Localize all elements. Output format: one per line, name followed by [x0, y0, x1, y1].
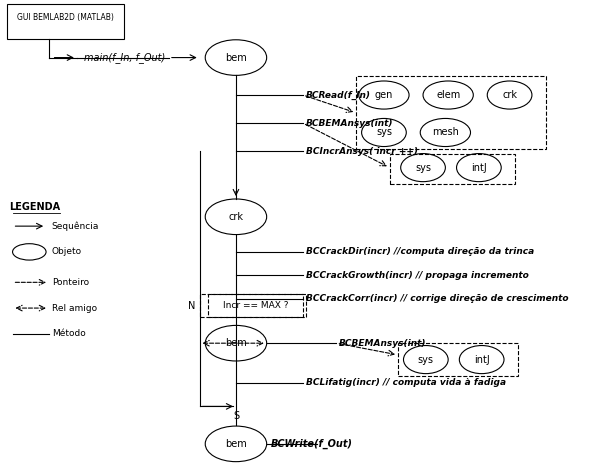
Text: sys: sys — [418, 355, 434, 365]
Text: crk: crk — [228, 212, 244, 222]
Text: Ponteiro: Ponteiro — [52, 278, 89, 287]
Text: LEGENDA: LEGENDA — [9, 203, 60, 212]
Text: Rel amigo: Rel amigo — [52, 304, 97, 313]
Text: Incr == MAX ?: Incr == MAX ? — [223, 301, 288, 310]
Text: Método: Método — [52, 329, 85, 338]
Text: BCLifatig(incr) // computa vida à fadiga: BCLifatig(incr) // computa vida à fadiga — [306, 379, 506, 388]
Text: gen: gen — [375, 90, 393, 100]
Text: elem: elem — [436, 90, 460, 100]
Text: BCCrackDir(incr) //computa direção da trinca: BCCrackDir(incr) //computa direção da tr… — [306, 247, 534, 256]
Text: BCBEMAnsys(int): BCBEMAnsys(int) — [339, 339, 427, 348]
Text: bem: bem — [225, 338, 247, 348]
Text: BCRead(f_In): BCRead(f_In) — [306, 90, 371, 99]
Text: BCCrackGrowth(incr) // propaga incremento: BCCrackGrowth(incr) // propaga increment… — [306, 271, 529, 280]
Text: BCBEMAnsys(int): BCBEMAnsys(int) — [306, 119, 393, 128]
Text: BCIncrAnsys( incr ++): BCIncrAnsys( incr ++) — [306, 147, 418, 156]
Text: sys: sys — [415, 162, 431, 172]
Text: S: S — [233, 411, 239, 421]
Text: main(f_In, f_Out): main(f_In, f_Out) — [83, 52, 165, 63]
Text: mesh: mesh — [432, 128, 459, 138]
Text: sys: sys — [376, 128, 392, 138]
Text: intJ: intJ — [474, 355, 490, 365]
Text: BCCrackCorr(incr) // corrige direção de crescimento: BCCrackCorr(incr) // corrige direção de … — [306, 294, 568, 303]
Text: intJ: intJ — [471, 162, 487, 172]
Text: GUI BEMLAB2D (MATLAB): GUI BEMLAB2D (MATLAB) — [17, 13, 114, 22]
Text: BCWrite(f_Out): BCWrite(f_Out) — [271, 439, 353, 449]
Text: bem: bem — [225, 53, 247, 63]
Text: crk: crk — [502, 90, 517, 100]
Text: bem: bem — [225, 439, 247, 449]
Text: Objeto: Objeto — [52, 247, 82, 256]
Text: Sequência: Sequência — [52, 221, 99, 231]
Text: N: N — [188, 300, 195, 311]
